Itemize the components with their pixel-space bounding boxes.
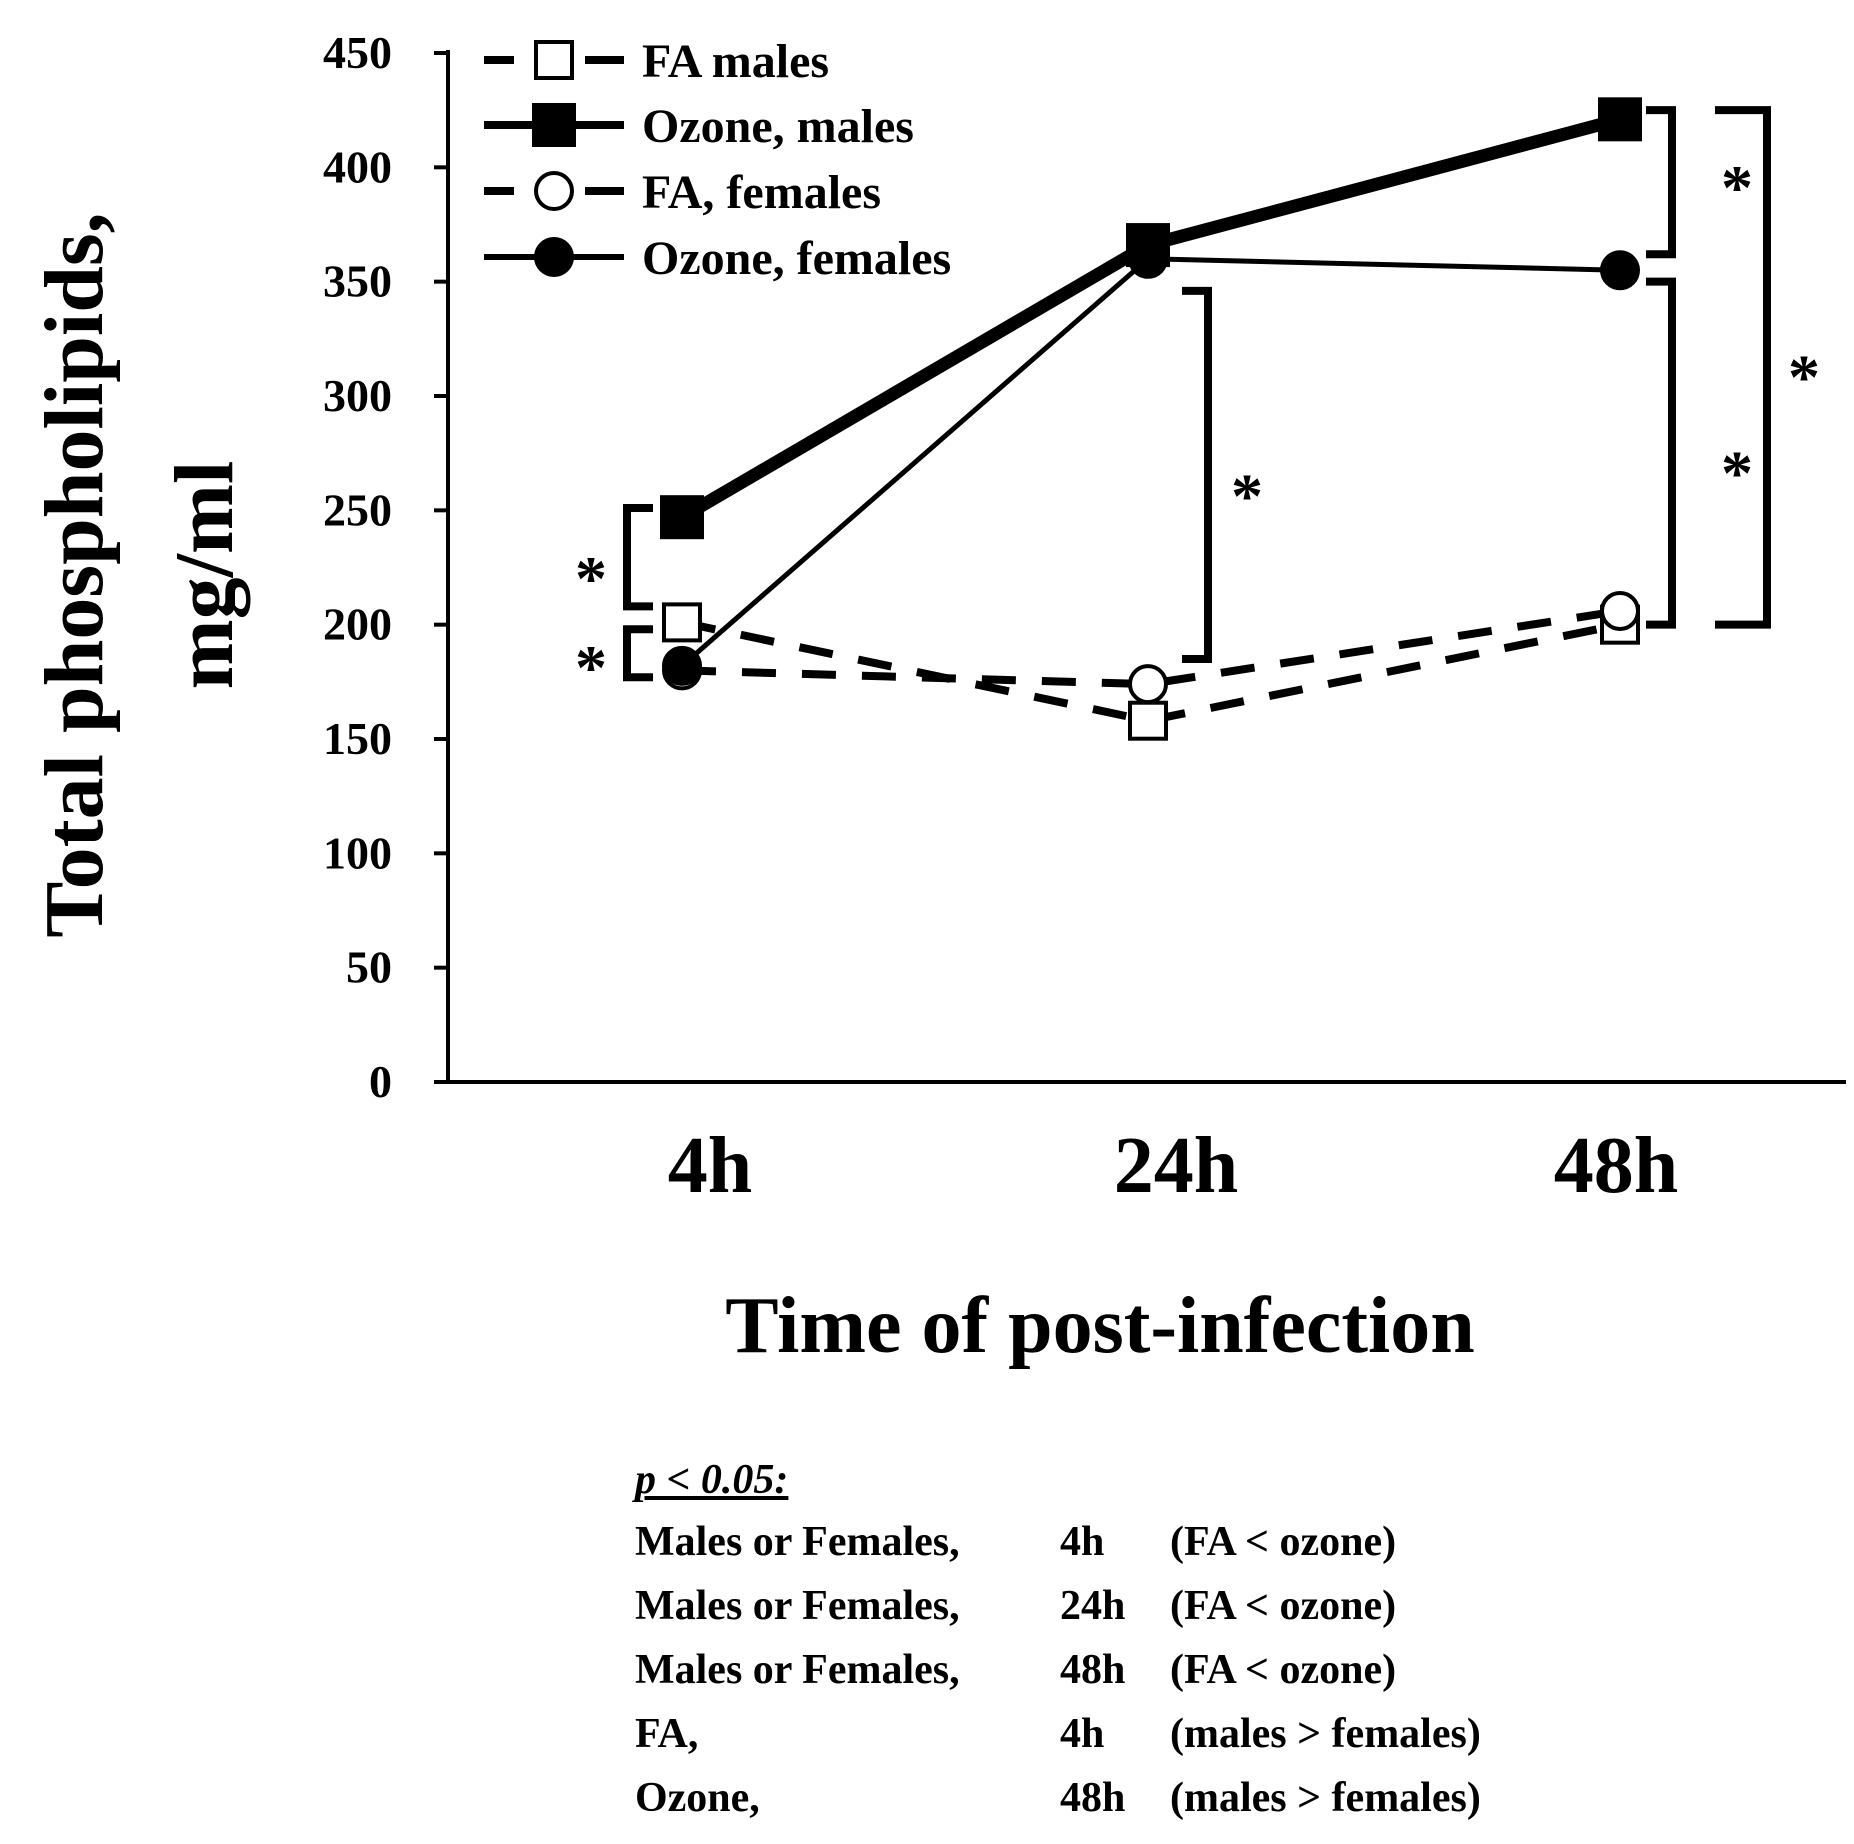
y-tick-label: 100 [323, 827, 392, 878]
notes-group: Males or Females, [635, 1519, 960, 1565]
series-line [681, 618, 1621, 725]
data-point [1598, 97, 1642, 142]
y-tick-label: 300 [323, 370, 392, 421]
data-point [1600, 590, 1640, 631]
notes-group: Males or Females, [635, 1583, 960, 1629]
x-axis-ticks: 4h 24h 48h [668, 1122, 1679, 1210]
notes-time: 48h [1060, 1647, 1126, 1693]
notes-header: p < 0.05: [635, 1457, 789, 1503]
x-tick-label: 4h [668, 1122, 753, 1210]
significance-bracket [623, 625, 653, 682]
data-point [534, 171, 574, 211]
legend: FA males Ozone, males FA, females Ozone, fe… [484, 35, 951, 285]
data-point [534, 237, 574, 277]
notes-comparison: (FA < ozone) [1170, 1519, 1397, 1565]
notes-comparison: (FA < ozone) [1170, 1647, 1397, 1693]
data-point [662, 602, 702, 643]
notes-group: Males or Females, [635, 1647, 960, 1693]
significance-bracket [1715, 106, 1771, 629]
notes-group: Ozone, [635, 1775, 760, 1821]
series-line [681, 606, 1621, 689]
significance-brackets: * * * * * * [575, 106, 1820, 703]
legend-label: FA males [642, 35, 829, 88]
significance-star: * [575, 632, 607, 703]
significance-star: * [1788, 342, 1820, 413]
significance-bracket [1646, 106, 1676, 259]
data-point [1126, 223, 1170, 268]
notes-group: FA, [635, 1711, 699, 1757]
data-point [534, 40, 574, 80]
notes-row: Males or Females, 24h (FA < ozone) [635, 1574, 1635, 1638]
significance-bracket [1646, 277, 1676, 629]
data-point [1128, 700, 1168, 741]
notes-time: 48h [1060, 1775, 1126, 1821]
series-line [680, 256, 1621, 668]
y-axis-ticks: 0 50 100 150 200 250 300 350 400 450 [323, 27, 448, 1107]
significance-star: * [1231, 460, 1263, 531]
y-tick-label: 450 [323, 27, 392, 78]
y-tick-label: 350 [323, 256, 392, 307]
series-layer [660, 97, 1642, 741]
x-tick-label: 24h [1114, 1122, 1239, 1210]
y-tick-label: 0 [369, 1056, 392, 1107]
y-tick-label: 200 [323, 599, 392, 650]
axes [446, 50, 1846, 1084]
notes-row: Males or Females, 48h (FA < ozone) [635, 1638, 1635, 1702]
notes-row: Males or Females, 4h (FA < ozone) [635, 1510, 1635, 1574]
notes-time: 4h [1060, 1519, 1105, 1565]
legend-label: Ozone, males [642, 100, 914, 153]
notes-comparison: (males > females) [1170, 1775, 1481, 1821]
y-tick-label: 150 [323, 713, 392, 764]
notes-row: FA, 4h (males > females) [635, 1702, 1635, 1766]
significance-bracket [623, 504, 653, 611]
y-axis-label-unit: mg/ml [158, 461, 251, 690]
significance-bracket [1182, 286, 1212, 663]
significance-star: * [1721, 152, 1753, 223]
significance-star: * [575, 543, 607, 614]
y-axis-label: Total phospholipids, [28, 212, 121, 937]
significance-notes: p < 0.05: Males or Females, 4h (FA < ozo… [635, 1450, 1635, 1830]
x-tick-label: 48h [1554, 1122, 1679, 1210]
legend-label: Ozone, females [642, 232, 951, 285]
data-point [660, 495, 704, 540]
notes-time: 24h [1060, 1583, 1126, 1629]
significance-star: * [1721, 438, 1753, 509]
data-point [532, 103, 576, 147]
data-point [1128, 664, 1168, 705]
x-axis-label: Time of post-infection [725, 1282, 1475, 1370]
data-point [662, 645, 702, 686]
notes-time: 4h [1060, 1711, 1105, 1757]
y-tick-label: 400 [323, 141, 392, 192]
notes-row: Ozone, 48h (males > females) [635, 1766, 1635, 1830]
legend-label: FA, females [642, 166, 881, 219]
notes-comparison: (males > females) [1170, 1711, 1481, 1757]
y-tick-label: 250 [323, 484, 392, 535]
notes-comparison: (FA < ozone) [1170, 1583, 1397, 1629]
y-tick-label: 50 [346, 942, 392, 993]
data-point [1600, 250, 1640, 291]
